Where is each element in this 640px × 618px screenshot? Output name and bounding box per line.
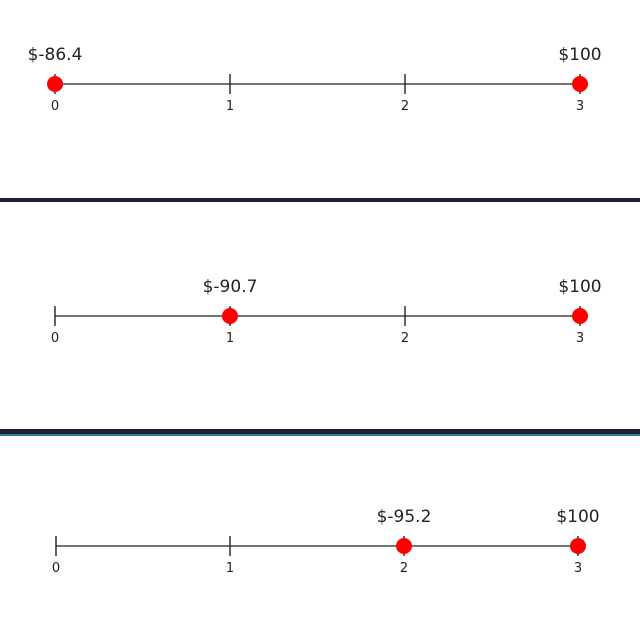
- cash-flow-value-label: $100: [558, 277, 601, 297]
- cash-flow-timeline-2: 0 1 2 3 $-90.7 $100: [0, 202, 640, 429]
- cash-flow-value-label: $-86.4: [28, 45, 83, 65]
- cash-flow-value-label: $-95.2: [377, 507, 432, 527]
- cash-flow-value-label: $-90.7: [203, 277, 258, 297]
- cash-flow-timeline-1: 0 1 2 3 $-86.4 $100: [0, 0, 640, 198]
- panel-divider-2-accent: [0, 434, 640, 436]
- timeline-3-svg: 0 1 2 3 $-95.2 $100: [52, 507, 600, 576]
- cash-flow-value-label: $100: [558, 45, 601, 65]
- panel-divider-2: [0, 429, 640, 434]
- timeline-2-svg: 0 1 2 3 $-90.7 $100: [51, 277, 602, 346]
- cash-flow-point: [396, 538, 412, 554]
- panel-divider-1: [0, 198, 640, 202]
- cash-flow-point: [572, 76, 588, 92]
- cash-flow-point: [570, 538, 586, 554]
- timeline-tick-label: 2: [401, 331, 409, 346]
- timeline-tick-label: 1: [226, 331, 234, 346]
- timeline-tick-label: 3: [574, 561, 582, 576]
- timeline-1-svg: 0 1 2 3 $-86.4 $100: [28, 45, 602, 114]
- cash-flow-timeline-3: 0 1 2 3 $-95.2 $100: [0, 436, 640, 618]
- cash-flow-point: [572, 308, 588, 324]
- timeline-tick-label: 0: [52, 561, 60, 576]
- timeline-tick-label: 0: [51, 331, 59, 346]
- cash-flow-value-label: $100: [556, 507, 599, 527]
- timeline-tick-label: 3: [576, 331, 584, 346]
- timeline-tick-label: 1: [226, 561, 234, 576]
- timeline-tick-label: 1: [226, 99, 234, 114]
- cash-flow-point: [47, 76, 63, 92]
- timeline-tick-label: 2: [401, 99, 409, 114]
- timeline-tick-label: 3: [576, 99, 584, 114]
- cash-flow-point: [222, 308, 238, 324]
- timeline-tick-label: 0: [51, 99, 59, 114]
- timeline-tick-label: 2: [400, 561, 408, 576]
